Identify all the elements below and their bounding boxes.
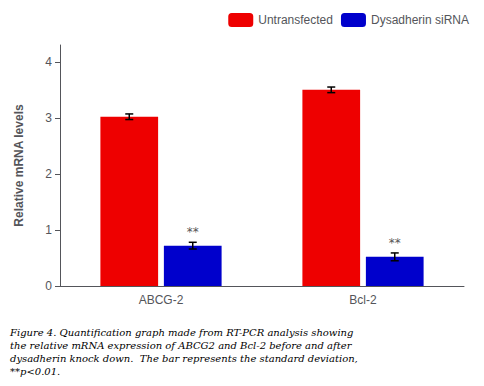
svg-text:2: 2 bbox=[45, 167, 52, 181]
svg-text:the relative mRNA expression o: the relative mRNA expression of ABCG2 an… bbox=[10, 340, 353, 351]
svg-text:Untransfected: Untransfected bbox=[258, 13, 333, 27]
svg-text:Bcl-2: Bcl-2 bbox=[349, 293, 377, 307]
svg-text:**p<0.01.: **p<0.01. bbox=[10, 366, 60, 377]
svg-text:**: ** bbox=[389, 236, 401, 250]
svg-text:1: 1 bbox=[45, 223, 52, 237]
svg-text:4: 4 bbox=[45, 55, 52, 69]
svg-text:Dysadherin siRNA: Dysadherin siRNA bbox=[371, 13, 469, 27]
svg-text:dysadherin knock down. The ba: dysadherin knock down. The bar represent… bbox=[10, 353, 358, 364]
svg-text:Figure 4. Quantification graph: Figure 4. Quantification graph made from… bbox=[9, 327, 353, 338]
svg-text:ABCG-2: ABCG-2 bbox=[139, 293, 184, 307]
svg-text:Relative mRNA levels: Relative mRNA levels bbox=[12, 104, 26, 227]
svg-text:**: ** bbox=[187, 225, 199, 239]
svg-text:3: 3 bbox=[45, 111, 52, 125]
svg-text:0: 0 bbox=[45, 279, 52, 293]
